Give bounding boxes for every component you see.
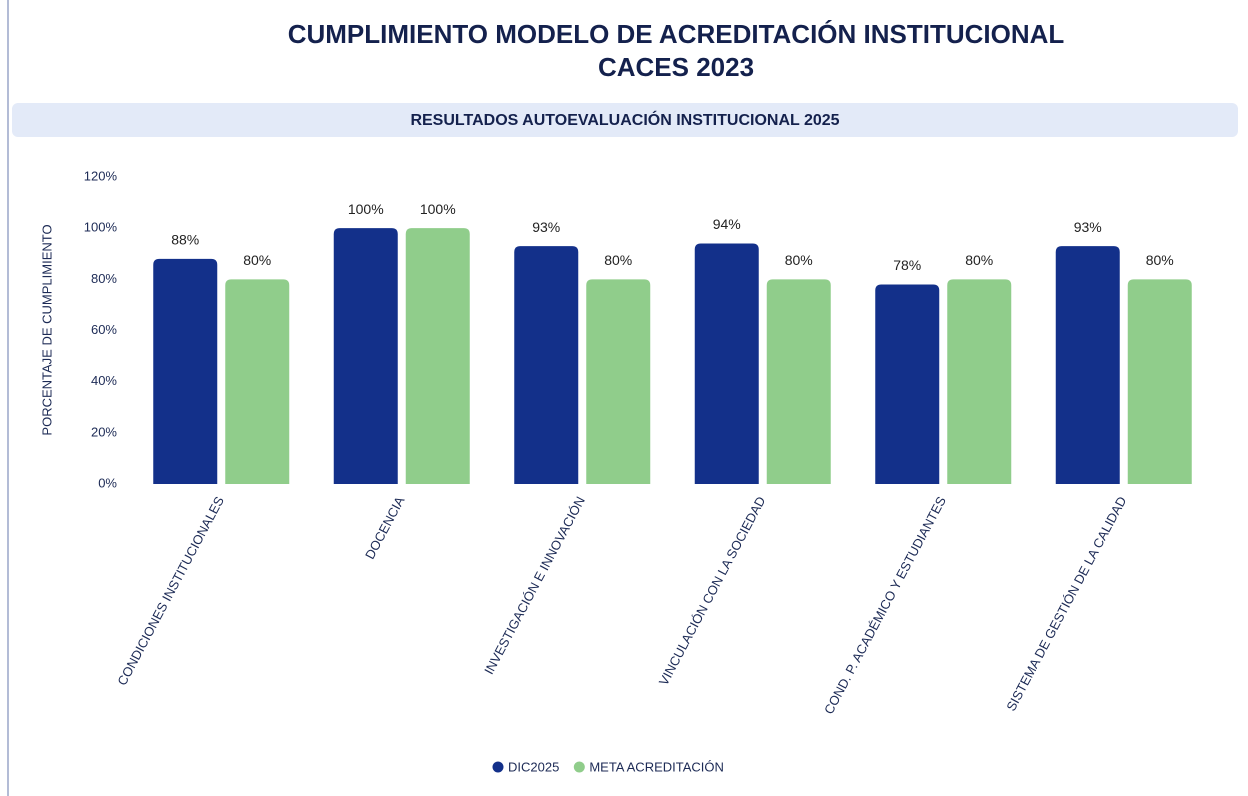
bar xyxy=(225,279,290,484)
data-label: 88% xyxy=(171,232,199,248)
legend-label: DIC2025 xyxy=(508,759,559,774)
x-tick-label: CONDICIONES INSTITUCIONALES xyxy=(114,494,227,688)
y-tick-label: 20% xyxy=(91,424,117,439)
bar xyxy=(514,246,579,484)
legend-marker xyxy=(492,761,504,773)
subtitle-band xyxy=(12,103,1238,137)
data-label: 80% xyxy=(965,252,993,268)
y-axis-label: PORCENTAJE DE CUMPLIMIENTO xyxy=(39,224,54,435)
bar xyxy=(766,279,831,484)
data-label: 80% xyxy=(785,252,813,268)
bar xyxy=(405,228,470,484)
bar xyxy=(1055,246,1120,484)
x-tick-label: DOCENCIA xyxy=(362,494,408,562)
bar xyxy=(1127,279,1192,484)
legend-marker xyxy=(573,761,585,773)
y-tick-label: 100% xyxy=(84,220,118,235)
data-label: 78% xyxy=(893,257,921,273)
x-tick-label: COND. P. ACADÉMICO Y ESTUDIANTES xyxy=(821,494,949,717)
data-label: 94% xyxy=(713,216,741,232)
data-label: 93% xyxy=(1074,219,1102,235)
y-tick-label: 0% xyxy=(98,475,117,490)
y-tick-label: 60% xyxy=(91,322,117,337)
data-label: 93% xyxy=(532,219,560,235)
chart-title: CUMPLIMIENTO MODELO DE ACREDITACIÓN INST… xyxy=(288,19,1065,49)
bar xyxy=(947,279,1012,484)
bar xyxy=(153,258,218,484)
bar xyxy=(586,279,651,484)
chart-title: CACES 2023 xyxy=(598,52,754,82)
data-label: 80% xyxy=(604,252,632,268)
subtitle: RESULTADOS AUTOEVALUACIÓN INSTITUCIONAL … xyxy=(410,110,839,129)
y-tick-label: 80% xyxy=(91,271,117,286)
x-tick-label: SISTEMA DE GESTIÓN DE LA CALIDAD xyxy=(1003,494,1129,713)
bar xyxy=(694,243,759,484)
data-label: 100% xyxy=(348,201,384,217)
data-label: 100% xyxy=(420,201,456,217)
x-tick-label: INVESTIGACIÓN E INNOVACIÓN xyxy=(481,494,588,677)
data-label: 80% xyxy=(1146,252,1174,268)
y-tick-label: 40% xyxy=(91,373,117,388)
legend-label: META ACREDITACIÓN xyxy=(589,759,724,774)
data-label: 80% xyxy=(243,252,271,268)
y-tick-label: 120% xyxy=(84,168,118,183)
x-tick-label: VINCULACIÓN CON LA SOCIEDAD xyxy=(656,494,769,688)
bar xyxy=(333,228,398,484)
bar xyxy=(875,284,940,484)
